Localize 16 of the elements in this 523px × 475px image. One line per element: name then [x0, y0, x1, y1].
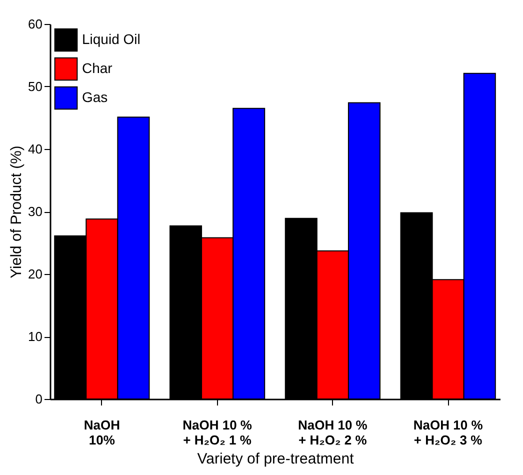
x-tick-label: NaOH 10%	[84, 418, 120, 448]
y-tick-label: 60	[28, 16, 42, 32]
y-tick-label: 0	[35, 392, 42, 406]
x-tick-label: NaOH 10 % + H₂O₂ 1 %	[182, 418, 252, 448]
legend-label: Char	[82, 60, 113, 76]
y-tick-label: 10	[28, 329, 42, 344]
legend-label: Gas	[82, 89, 108, 105]
legend-label: Liquid Oil	[82, 31, 140, 47]
y-tick-label: 40	[28, 142, 42, 156]
y-axis-title: Yield of Product (%)	[8, 146, 26, 278]
y-tick-label: 50	[28, 79, 42, 94]
x-axis-title: Variety of pre-treatment	[197, 450, 355, 468]
y-tick-label: 30	[28, 204, 42, 219]
x-tick-label: NaOH 10 % + H₂O₂ 2 %	[298, 418, 368, 448]
x-tick-label: NaOH 10 % + H₂O₂ 3 %	[413, 418, 484, 448]
y-tick-label: 20	[28, 266, 42, 282]
